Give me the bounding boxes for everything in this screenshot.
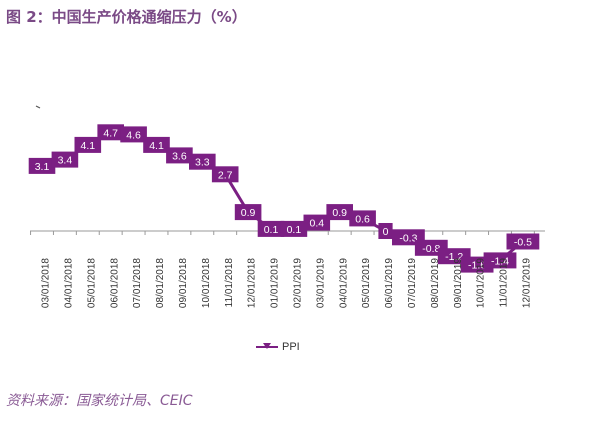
data-label-text: -0.5: [514, 237, 532, 249]
x-tick-label: 08/01/2018: [155, 258, 166, 308]
data-label-text: 3.3: [195, 157, 210, 169]
x-tick-label: 10/01/2018: [201, 258, 212, 308]
data-label-box: [349, 210, 376, 227]
x-tick-label: 06/01/2018: [109, 258, 120, 308]
data-label-box: [280, 220, 308, 237]
data-label-text: 2.7: [218, 169, 233, 181]
data-label-21: -0.5: [506, 233, 540, 250]
data-label-box: [28, 157, 56, 174]
data-label-20: -1.4: [483, 252, 517, 269]
data-label-6: 3.6: [166, 147, 193, 164]
data-label-box: [483, 252, 517, 269]
data-label-text: 3.4: [58, 155, 73, 167]
data-label-box: [143, 136, 170, 153]
x-tick-label: 12/01/2019: [522, 258, 533, 308]
data-label-4: 4.6: [120, 126, 147, 143]
data-label-9: 0.9: [234, 204, 262, 221]
x-tick-label: 05/01/2018: [86, 258, 97, 308]
data-label-text: -1.6: [468, 260, 486, 272]
data-label-1: 3.4: [51, 151, 79, 168]
figure-title: 图 2：中国生产价格通缩压力（%）: [6, 8, 247, 26]
data-label-box: [378, 223, 393, 239]
data-label-12: 0.4: [303, 214, 331, 231]
x-tick-label: 02/01/2019: [293, 258, 304, 308]
data-label-box: [211, 166, 239, 183]
data-label-text: 0: [383, 226, 389, 238]
data-label-box: [326, 204, 353, 221]
data-label-3: 4.7: [97, 124, 124, 141]
data-label-text: 0.4: [309, 218, 324, 230]
data-label-text: 4.6: [126, 129, 141, 141]
data-label-box: [257, 220, 285, 237]
x-tick-label: 04/01/2018: [64, 258, 75, 308]
ppi-series-line: [41, 130, 524, 267]
data-label-11: 0.1: [280, 220, 308, 237]
data-label-text: -1.4: [491, 255, 509, 267]
data-label-7: 3.3: [189, 153, 216, 170]
x-tick-label: 09/01/2018: [178, 258, 189, 308]
legend-ppi-label: PPI: [282, 341, 300, 353]
x-tick-label: 11/01/2019: [499, 258, 510, 308]
data-label-2: 4.1: [74, 136, 102, 153]
data-label-box: [234, 204, 262, 221]
x-tick-label: 03/01/2018: [41, 258, 52, 308]
data-label-box: [189, 153, 216, 170]
data-label-text: -0.8: [422, 243, 440, 255]
data-label-text: 0.9: [332, 207, 347, 219]
data-label-14: 0.6: [349, 210, 376, 227]
data-label-text: 0.9: [241, 207, 256, 219]
x-tick-label: 12/01/2018: [247, 258, 258, 308]
data-label-15: 0: [378, 223, 393, 239]
x-tick-label: 10/01/2019: [476, 258, 487, 308]
data-label-box: [166, 147, 193, 164]
x-tick-label: 11/01/2018: [224, 258, 235, 308]
data-label-text: 4.1: [149, 140, 164, 152]
data-label-text: 4.7: [103, 127, 118, 139]
data-label-box: [303, 214, 331, 231]
data-label-text: -0.3: [399, 232, 417, 244]
data-label-text: 0.6: [355, 213, 370, 225]
data-label-text: 0.1: [264, 224, 279, 236]
source-note: 资料来源：国家统计局、CEIC: [6, 393, 193, 409]
x-tick-label: 01/01/2019: [270, 258, 281, 308]
x-tick-label: 09/01/2019: [453, 258, 464, 308]
x-tick-label: 05/01/2019: [361, 258, 372, 308]
legend-ppi-marker: [256, 343, 278, 349]
data-label-8: 2.7: [211, 166, 239, 183]
data-label-box: [74, 136, 102, 153]
x-tick-label: 06/01/2019: [384, 258, 395, 308]
data-label-box: [506, 233, 540, 250]
data-label-text: 4.1: [80, 140, 95, 152]
x-tick-label: 07/01/2019: [407, 258, 418, 308]
data-label-0: 3.1: [28, 157, 56, 174]
x-tick-label: 07/01/2018: [132, 258, 143, 308]
data-label-text: -1.2: [445, 251, 463, 263]
x-tick-label: 03/01/2019: [315, 258, 326, 308]
data-label-5: 4.1: [143, 136, 170, 153]
data-label-text: 3.1: [35, 161, 50, 173]
stray-mark: [35, 105, 41, 109]
data-label-box: [97, 124, 124, 141]
data-label-text: 0.1: [287, 224, 302, 236]
x-tick-label: 08/01/2019: [430, 258, 441, 308]
data-label-text: 3.6: [172, 150, 187, 162]
data-label-13: 0.9: [326, 204, 353, 221]
data-label-10: 0.1: [257, 220, 285, 237]
x-tick-label: 04/01/2019: [338, 258, 349, 308]
chart-legend: PPI: [256, 341, 300, 353]
data-label-box: [120, 126, 147, 143]
data-label-box: [51, 151, 79, 168]
